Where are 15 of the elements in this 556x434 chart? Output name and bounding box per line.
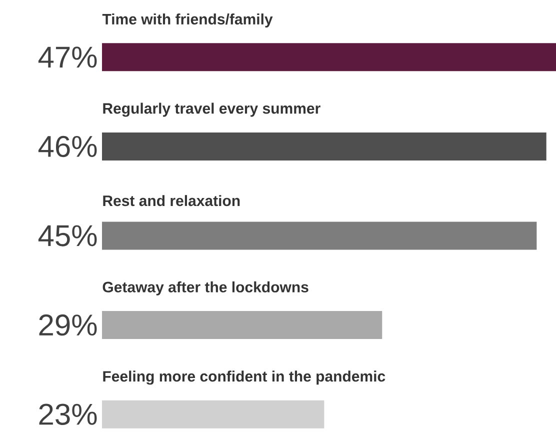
bar [102, 400, 324, 428]
y-tick-label: Getaway after the lockdowns [102, 281, 308, 296]
bar [102, 222, 537, 250]
data-label: 23% [39, 404, 97, 425]
y-tick-label: Regularly travel every summer [103, 102, 320, 117]
data-label: 29% [39, 314, 97, 336]
data-label: 47% [38, 46, 97, 68]
data-label: 45% [38, 225, 97, 246]
y-tick-label: Feeling more confident in the pandemic [103, 370, 386, 385]
bar [102, 132, 546, 160]
y-tick-label: Rest and relaxation [103, 195, 240, 206]
data-label: 46% [38, 136, 97, 158]
bar [102, 311, 382, 340]
bar [102, 43, 556, 72]
y-tick-label: Time with friends/family [102, 14, 273, 28]
